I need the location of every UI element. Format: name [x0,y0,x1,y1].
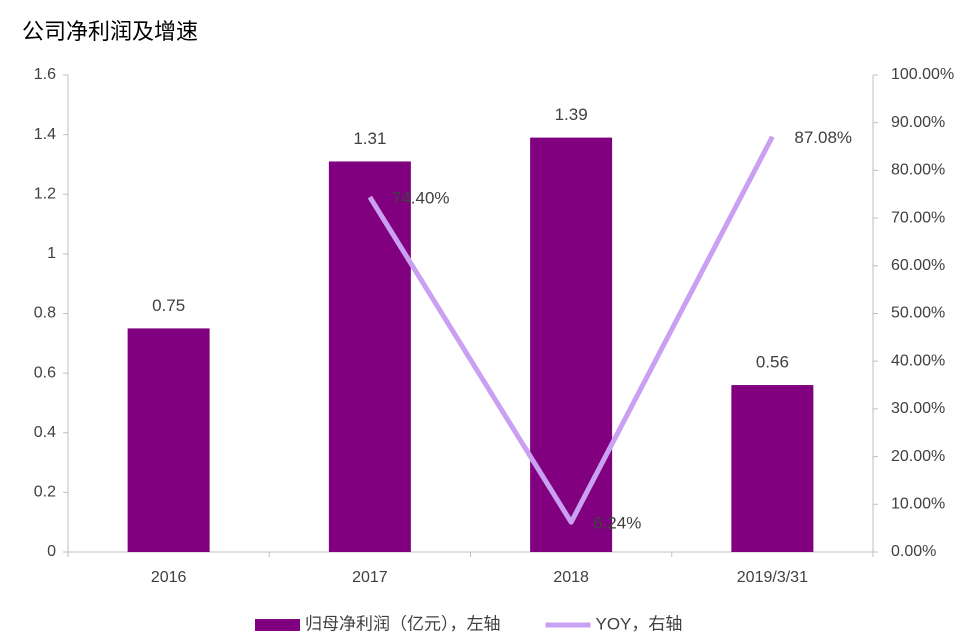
y2-tick-label: 20.00% [891,448,945,465]
legend-label: YOY，右轴 [596,614,683,633]
chart-title: 公司净利润及增速 [22,19,198,44]
x-tick-label: 2018 [553,569,589,586]
y-tick-label: 1 [47,245,56,262]
bar [530,137,613,552]
y-tick-label: 0 [47,543,56,560]
y2-tick-label: 60.00% [891,257,945,274]
y2-tick-label: 90.00% [891,114,945,131]
bar [328,161,411,553]
y2-tick-label: 50.00% [891,305,945,322]
y2-tick-label: 30.00% [891,400,945,417]
y2-tick-label: 10.00% [891,496,945,513]
bar [127,328,210,552]
data-label: 1.31 [353,129,386,148]
y-tick-label: 0.8 [34,305,56,322]
y-tick-label: 0.4 [34,424,56,441]
data-label: 87.08% [794,128,852,147]
y-tick-label: 0.2 [34,484,56,501]
y-tick-label: 1.6 [34,66,56,83]
y-tick-label: 1.4 [34,126,56,143]
x-tick-label: 2019/3/31 [737,569,808,586]
data-label: 0.75 [152,296,185,315]
y-tick-label: 1.2 [34,185,56,202]
y2-tick-label: 0.00% [891,543,936,560]
y2-tick-label: 40.00% [891,352,945,369]
y2-tick-label: 100.00% [891,66,954,83]
line [367,135,775,525]
y2-tick-label: 70.00% [891,209,945,226]
data-label: 6.24% [593,514,641,533]
y-tick-label: 0.6 [34,364,56,381]
x-tick-label: 2016 [151,569,187,586]
legend-label: 归母净利润（亿元），左轴 [305,614,501,633]
y2-tick-label: 80.00% [891,162,945,179]
data-label: 1.39 [555,105,588,124]
x-tick-label: 2017 [352,569,388,586]
data-label: 74.40% [392,189,450,208]
bar [731,385,814,552]
legend-swatch [255,619,300,631]
data-label: 0.56 [756,353,789,372]
